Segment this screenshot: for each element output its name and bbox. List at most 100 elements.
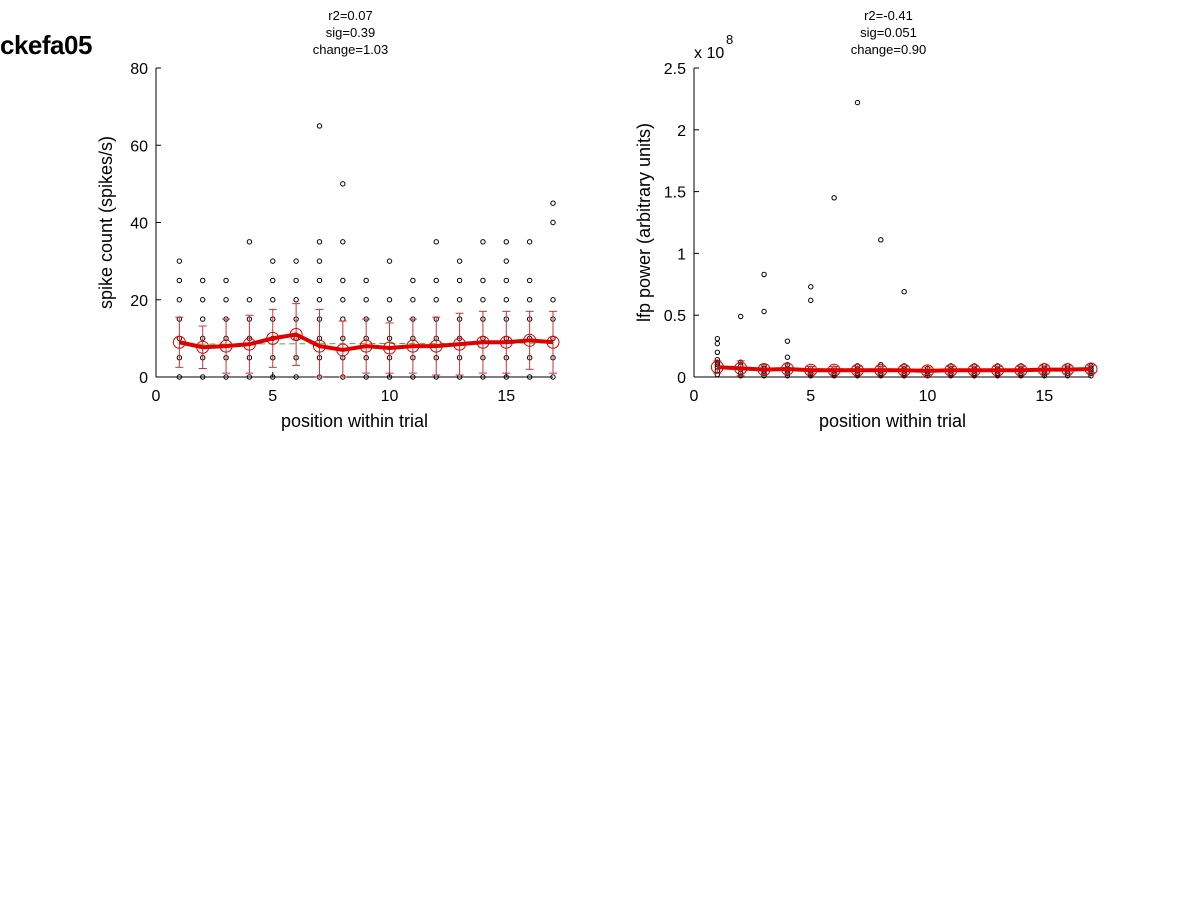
mean-marker: [476, 335, 490, 349]
x-tick-label: 10: [381, 388, 399, 405]
axis-multiplier: x 10: [694, 45, 724, 62]
mean-marker: [804, 363, 818, 377]
data-point: [316, 123, 323, 129]
data-point: [293, 277, 299, 284]
data-point: [761, 271, 767, 278]
mean-marker: [336, 343, 350, 357]
mean-marker: [1014, 363, 1028, 377]
data-point: [550, 219, 556, 226]
mean-marker: [850, 363, 864, 377]
data-point: [246, 297, 253, 303]
data-point: [386, 297, 393, 303]
mean-marker: [967, 363, 981, 377]
data-point: [433, 239, 439, 245]
y-tick-label: 40: [130, 216, 148, 233]
mean-marker: [242, 337, 256, 351]
y-tick-label: 1: [677, 246, 686, 263]
data-point: [316, 297, 323, 303]
mean-marker: [523, 333, 537, 347]
data-point: [503, 374, 509, 380]
mean-marker: [266, 331, 280, 345]
data-point: [340, 181, 346, 187]
data-point: [410, 374, 416, 380]
data-point: [526, 239, 533, 245]
mean-marker: [289, 328, 303, 342]
data-point: [410, 277, 416, 284]
data-point: [714, 349, 721, 355]
data-point: [456, 297, 463, 303]
data-point: [714, 335, 721, 342]
mean-marker: [359, 339, 373, 353]
data-point: [808, 297, 814, 304]
chart-panel-1: 0 20 40 60 80 0 5 10 15 position within trial spik…: [96, 8, 560, 431]
y-axis-label: spike count (spikes/s): [96, 136, 116, 309]
y-tick-label: 2.5: [664, 61, 686, 78]
data-point: [223, 297, 229, 303]
x-axis-label: position within trial: [819, 411, 966, 431]
x-tick-label: 15: [1035, 388, 1053, 405]
chart-title-line: sig=0.39: [326, 25, 376, 40]
x-axis-label: position within trial: [281, 411, 428, 431]
data-point: [340, 297, 346, 303]
axis-multiplier-exponent: 8: [726, 32, 733, 47]
data-point: [480, 297, 486, 303]
data-point: [550, 200, 556, 206]
mean-marker: [897, 363, 911, 377]
chart-title-line: change=0.90: [851, 42, 927, 57]
x-tick-label: 10: [919, 388, 937, 405]
mean-marker: [1061, 363, 1075, 377]
data-point: [200, 316, 206, 322]
data-point: [433, 277, 439, 284]
y-axis-label: lfp power (arbitrary units): [634, 123, 654, 322]
data-point: [480, 374, 486, 380]
data-point: [526, 297, 533, 303]
mean-marker: [219, 339, 233, 353]
data-point: [270, 277, 276, 284]
data-point: [223, 374, 229, 380]
mean-line: [717, 365, 1092, 373]
data-point: [293, 297, 299, 303]
data-point: [316, 239, 323, 245]
data-point: [270, 297, 276, 303]
page-label: ckefa05: [0, 30, 92, 60]
data-point: [200, 374, 206, 380]
data-point: [316, 277, 323, 284]
data-point: [808, 284, 814, 290]
mean-marker: [383, 341, 397, 355]
data-point: [410, 297, 416, 303]
mean-marker: [734, 361, 748, 375]
y-tick-label: 0: [677, 370, 686, 387]
data-point: [340, 277, 346, 284]
data-point: [550, 374, 556, 380]
mean-marker: [827, 363, 841, 377]
data-point: [738, 313, 744, 320]
data-point: [503, 297, 509, 303]
mean-marker: [312, 339, 326, 353]
mean-marker: [710, 360, 724, 374]
mean-line: [178, 332, 554, 352]
y-tick-label: 60: [130, 138, 148, 155]
mean-marker: [991, 363, 1005, 377]
data-point: [386, 258, 393, 264]
mean-marker: [780, 362, 794, 376]
y-tick-label: 20: [130, 293, 148, 310]
data-point: [433, 297, 439, 303]
data-point: [363, 277, 369, 284]
data-point: [363, 374, 369, 380]
data-point: [386, 374, 393, 380]
data-point: [480, 277, 486, 284]
data-point: [176, 277, 183, 284]
data-point: [200, 297, 206, 303]
chart-panel-2: 0 0.5 1 1.5 2 2.5 0 5 10 15 position within trial l…: [634, 8, 1098, 431]
data-point: [223, 277, 229, 284]
data-point: [456, 277, 463, 284]
data-point: [176, 297, 183, 303]
data-point: [200, 277, 206, 284]
data-point: [878, 237, 884, 243]
data-point: [503, 239, 509, 245]
chart-title-line: r2=0.07: [328, 8, 372, 23]
data-point: [526, 374, 533, 380]
data-point: [1088, 373, 1094, 379]
y-tick-label: 0: [139, 370, 148, 387]
